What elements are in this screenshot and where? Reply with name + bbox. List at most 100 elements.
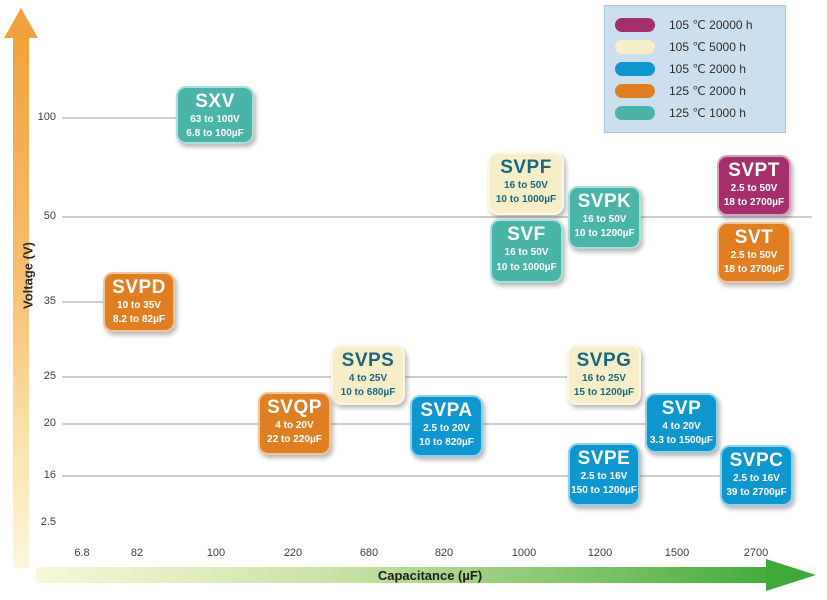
product-voltage-range: 4 to 20V xyxy=(662,420,701,432)
x-axis-arrow-shaft xyxy=(36,567,769,583)
legend-swatch-icon xyxy=(615,18,655,32)
product-box-svp: SVP 4 to 20V 3.3 to 1500µF xyxy=(645,393,718,453)
product-box-sxv: SXV 63 to 100V 6.8 to 100µF xyxy=(176,86,254,144)
product-capacitance-range: 3.3 to 1500µF xyxy=(649,435,713,447)
y-axis-title: Voltage (V) xyxy=(20,242,36,309)
product-name: SVPD xyxy=(112,277,166,298)
product-capacitance-range: 39 to 2700µF xyxy=(726,487,787,499)
legend-item: 125 ℃ 1000 h xyxy=(615,102,775,124)
product-box-svps: SVPS 4 to 25V 10 to 680µF xyxy=(331,345,405,405)
legend-panel: 105 ℃ 20000 h 105 ℃ 5000 h 105 ℃ 2000 h 125… xyxy=(604,5,786,133)
product-range: 2.5 to 20V 10 to 820µF xyxy=(413,422,480,451)
product-voltage-range: 16 to 50V xyxy=(504,247,549,258)
product-box-svpg: SVPG 16 to 25V 15 to 1200µF xyxy=(567,345,641,405)
x-tick-label: 220 xyxy=(283,547,303,559)
y-axis-arrowhead-icon xyxy=(4,8,38,38)
product-capacitance-range: 15 to 1200µF xyxy=(573,387,635,399)
product-capacitance-range: 8.2 to 82µF xyxy=(113,314,165,326)
product-range: 16 to 25V 15 to 1200µF xyxy=(570,372,638,401)
legend-swatch-icon xyxy=(615,106,655,120)
y-tick-label: 2.5 xyxy=(40,516,56,528)
y-tick-label: 35 xyxy=(43,295,56,307)
product-range: 2.5 to 16V 39 to 2700µF xyxy=(723,472,790,501)
product-range: 4 to 25V 10 to 680µF xyxy=(334,372,402,401)
x-tick-label: 1500 xyxy=(664,547,690,559)
product-box-svpc: SVPC 2.5 to 16V 39 to 2700µF xyxy=(720,445,793,506)
product-name: SVPC xyxy=(729,450,784,471)
product-capacitance-range: 10 to 680µF xyxy=(340,387,396,399)
x-tick-label: 1200 xyxy=(587,547,613,559)
x-tick-label: 6.8 xyxy=(74,547,90,559)
product-name: SVPG xyxy=(576,350,632,371)
legend-item: 105 ℃ 5000 h xyxy=(615,36,775,58)
product-range: 16 to 50V 10 to 1000µF xyxy=(493,246,560,275)
product-capacitance-range: 18 to 2700µF xyxy=(723,197,785,209)
product-voltage-range: 2.5 to 50V xyxy=(730,249,778,261)
legend-swatch-icon xyxy=(615,40,655,54)
product-capacitance-range: 150 to 1200µF xyxy=(571,485,637,497)
gridline xyxy=(62,216,812,218)
product-box-svpk: SVPK 16 to 50V 10 to 1200µF xyxy=(568,186,641,249)
product-voltage-range: 2.5 to 16V xyxy=(733,472,780,484)
product-box-svpd: SVPD 10 to 35V 8.2 to 82µF xyxy=(103,272,175,332)
product-capacitance-range: 6.8 to 100µF xyxy=(186,128,244,140)
product-name: SVP xyxy=(661,398,702,419)
product-name: SVPT xyxy=(728,160,780,181)
product-name: SVF xyxy=(507,224,546,245)
x-tick-label: 680 xyxy=(359,547,379,559)
product-capacitance-range: 10 to 820µF xyxy=(419,437,474,449)
legend-label: 125 ℃ 2000 h xyxy=(669,84,746,98)
legend-item: 105 ℃ 20000 h xyxy=(615,14,775,36)
product-box-svpa: SVPA 2.5 to 20V 10 to 820µF xyxy=(410,395,483,457)
product-range: 4 to 20V 22 to 220µF xyxy=(261,419,328,448)
legend-swatch-icon xyxy=(615,62,655,76)
legend-label: 105 ℃ 5000 h xyxy=(669,40,746,54)
gridline xyxy=(62,475,758,477)
product-capacitance-range: 10 to 1000µF xyxy=(495,194,557,206)
product-voltage-range: 4 to 25V xyxy=(348,372,388,384)
product-name: SVPA xyxy=(420,400,473,421)
gridline xyxy=(62,117,215,119)
product-capacitance-range: 18 to 2700µF xyxy=(723,264,785,276)
product-range: 63 to 100V 6.8 to 100µF xyxy=(179,113,251,142)
legend-item: 125 ℃ 2000 h xyxy=(615,80,775,102)
product-box-svqp: SVQP 4 to 20V 22 to 220µF xyxy=(258,392,331,455)
product-box-svt: SVT 2.5 to 50V 18 to 2700µF xyxy=(717,222,791,283)
y-axis-arrow-shaft xyxy=(13,36,29,568)
product-box-svpt: SVPT 2.5 to 50V 18 to 2700µF xyxy=(717,155,791,216)
x-tick-label: 82 xyxy=(130,547,144,559)
y-tick-label: 100 xyxy=(37,111,56,123)
x-tick-label: 1000 xyxy=(511,547,537,559)
gridline xyxy=(62,301,140,303)
product-voltage-range: 10 to 35V xyxy=(117,299,161,311)
product-range: 2.5 to 50V 18 to 2700µF xyxy=(720,182,788,211)
y-tick-label: 50 xyxy=(43,210,56,222)
x-tick-label: 100 xyxy=(206,547,226,559)
product-voltage-range: 16 to 25V xyxy=(582,372,626,384)
product-name: SVPK xyxy=(577,191,632,212)
product-voltage-range: 63 to 100V xyxy=(190,113,240,125)
legend-swatch-icon xyxy=(615,84,655,98)
product-range: 10 to 35V 8.2 to 82µF xyxy=(106,299,172,328)
legend-label: 105 ℃ 20000 h xyxy=(669,18,753,32)
product-name: SXV xyxy=(195,91,235,112)
product-voltage-range: 2.5 to 20V xyxy=(423,422,470,434)
legend-label: 105 ℃ 2000 h xyxy=(669,62,746,76)
product-range: 2.5 to 16V 150 to 1200µF xyxy=(571,470,637,499)
product-name: SVQP xyxy=(267,397,322,418)
gridline xyxy=(62,423,683,425)
product-box-svf: SVF 16 to 50V 10 to 1000µF xyxy=(490,219,563,283)
product-name: SVPE xyxy=(577,448,631,469)
product-name: SVPS xyxy=(341,350,395,371)
product-voltage-range: 2.5 to 50V xyxy=(730,182,778,194)
product-voltage-range: 16 to 50V xyxy=(504,179,548,191)
y-tick-label: 16 xyxy=(43,469,56,481)
product-voltage-range: 2.5 to 16V xyxy=(580,470,628,482)
product-box-svpf: SVPF 16 to 50V 10 to 1000µF xyxy=(488,152,564,215)
legend-item: 105 ℃ 2000 h xyxy=(615,58,775,80)
product-range: 2.5 to 50V 18 to 2700µF xyxy=(720,249,788,278)
product-range: 16 to 50V 10 to 1200µF xyxy=(571,213,638,242)
product-range: 4 to 20V 3.3 to 1500µF xyxy=(648,420,715,449)
product-range: 16 to 50V 10 to 1000µF xyxy=(491,179,561,208)
